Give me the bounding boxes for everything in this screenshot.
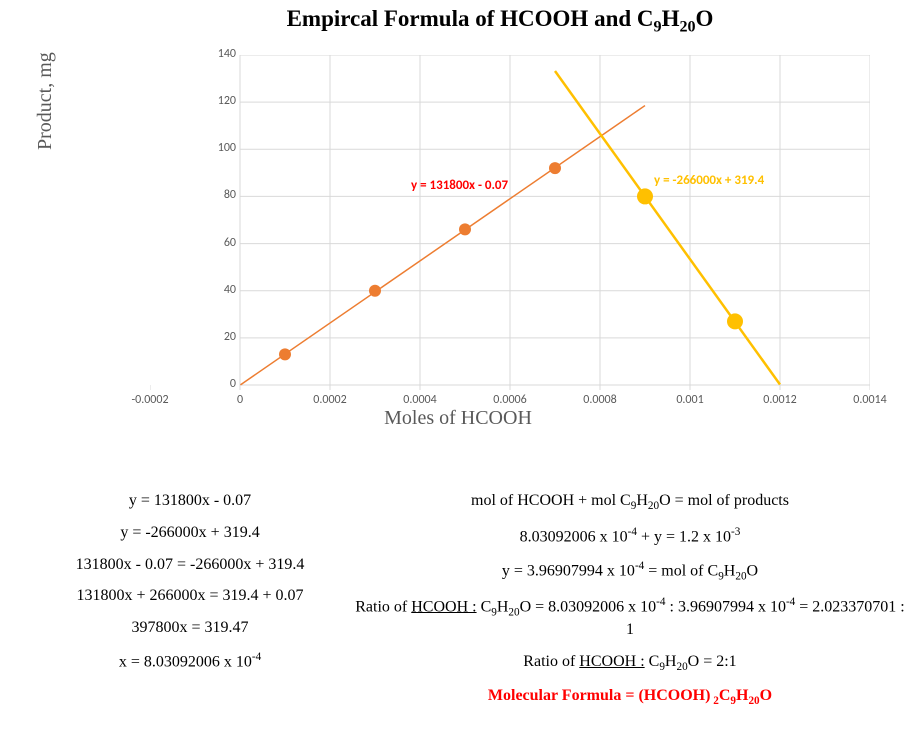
calc-line: 131800x + 266000x = 319.4 + 0.07: [40, 586, 340, 607]
y-tick-label: 100: [202, 141, 236, 155]
y-tick-label: 40: [202, 283, 236, 297]
x-tick-label: 0.0004: [390, 393, 450, 407]
y-tick-label: 0: [202, 377, 236, 391]
calc-line: 8.03092006 x 10-4 + y = 1.2 x 10-3: [350, 525, 910, 548]
x-tick-label: 0.001: [660, 393, 720, 407]
calc-line: 397800x = 319.47: [40, 618, 340, 639]
chart-title: Empircal Formula of HCOOH and C9H20O: [150, 6, 850, 37]
equation-label: y = 131800x - 0.07: [411, 178, 508, 193]
calc-line: Ratio of HCOOH : C9H20O = 8.03092006 x 1…: [350, 595, 910, 641]
y-tick-label: 20: [202, 330, 236, 344]
calc-line: mol of HCOOH + mol C9H20O = mol of produ…: [350, 491, 910, 514]
x-tick-label: 0.0008: [570, 393, 630, 407]
y-tick-label: 80: [202, 188, 236, 202]
calc-line: y = 131800x - 0.07: [40, 491, 340, 512]
x-tick-label: 0.0002: [300, 393, 360, 407]
calc-line: Molecular Formula = (HCOOH) 2C9H20O: [350, 686, 910, 709]
x-tick-label: 0.0006: [480, 393, 540, 407]
calc-line: y = -266000x + 319.4: [40, 523, 340, 544]
calc-left-column: y = 131800x - 0.07 y = -266000x + 319.4 13…: [40, 480, 340, 684]
calc-right-column: mol of HCOOH + mol C9H20O = mol of produ…: [350, 480, 910, 719]
calc-line: 131800x - 0.07 = -266000x + 319.4: [40, 555, 340, 576]
y-tick-label: 60: [202, 236, 236, 250]
equation-label: y = -266000x + 319.4: [654, 173, 764, 188]
y-axis-title: Product, mg: [34, 52, 57, 150]
x-tick-label: 0: [210, 393, 270, 407]
x-tick-label: -0.0002: [120, 393, 180, 407]
x-tick-label: 0.0012: [750, 393, 810, 407]
chart-plot-area: [150, 55, 870, 385]
calc-line: x = 8.03092006 x 10-4: [40, 650, 340, 673]
calc-line: Ratio of HCOOH : C9H20O = 2:1: [350, 652, 910, 675]
calc-line: y = 3.96907994 x 10-4 = mol of C9H20O: [350, 559, 910, 584]
y-tick-label: 120: [202, 94, 236, 108]
x-tick-label: 0.0014: [840, 393, 900, 407]
y-tick-label: 140: [202, 47, 236, 61]
